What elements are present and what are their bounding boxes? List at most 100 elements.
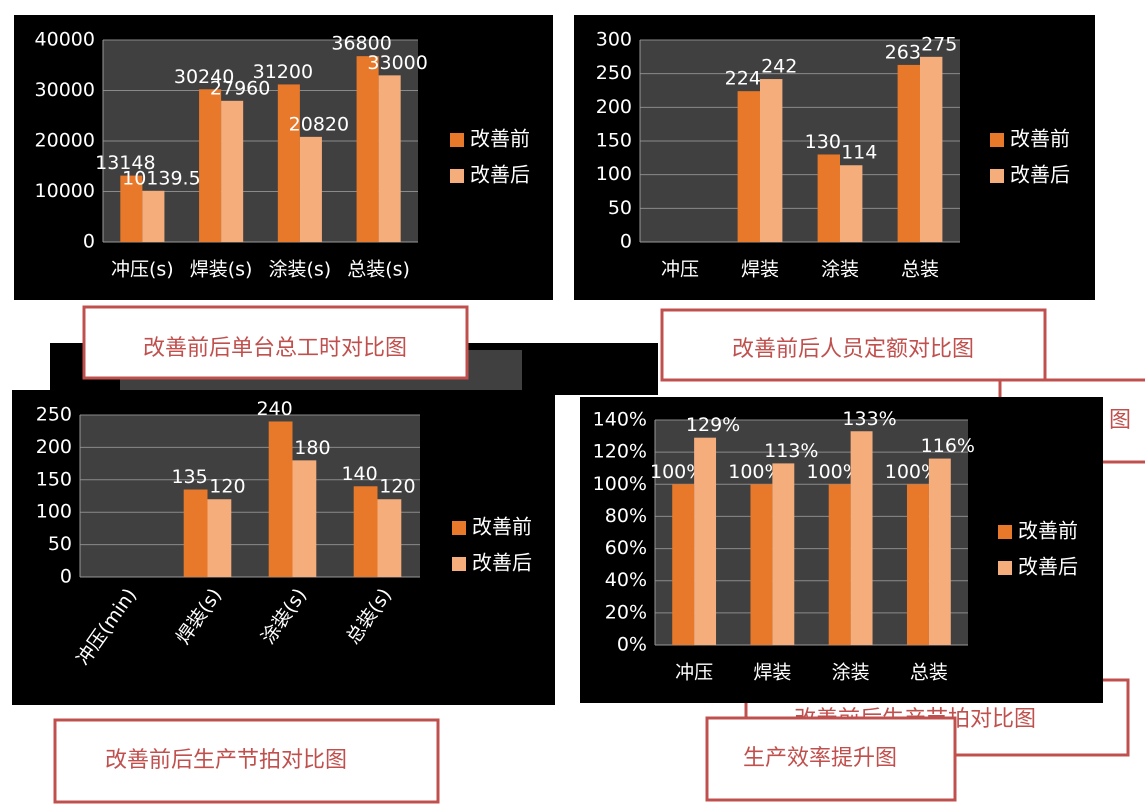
data-label: 130: [805, 131, 841, 153]
data-label: 31200: [253, 61, 313, 83]
bar: [750, 484, 773, 645]
data-label: 100%: [885, 461, 939, 483]
data-label: 27960: [210, 77, 270, 99]
data-label: 263: [885, 41, 921, 63]
y-tick-label: 40000: [35, 29, 95, 51]
caption: 改善前后单台总工时对比图: [143, 336, 407, 361]
bar: [817, 154, 840, 242]
y-tick-label: 100: [36, 501, 72, 523]
data-label: 120: [209, 476, 245, 498]
y-tick-label: 140%: [593, 409, 647, 431]
chart: 0 50 100 150 200 250 300 冲压 焊装 涂装 总装 224 130 263 改善前 24…: [574, 15, 1095, 300]
y-tick-label: 80%: [605, 505, 647, 527]
data-label: 114: [841, 142, 877, 164]
y-tick-label: 150: [596, 130, 632, 152]
y-tick-label: 150: [36, 468, 72, 490]
y-tick-label: 300: [596, 29, 632, 51]
y-tick-label: 40%: [605, 569, 647, 591]
x-tick-label: 冲压(s): [111, 259, 174, 281]
y-tick-label: 0: [83, 231, 95, 253]
y-tick-label: 200: [36, 436, 72, 458]
data-label: 20820: [289, 113, 349, 135]
bar: [268, 421, 293, 577]
y-tick-label: 0: [620, 231, 632, 253]
data-label: 135: [171, 466, 207, 488]
caption-box: [705, 716, 957, 802]
y-tick-label: 60%: [605, 537, 647, 559]
bar: [928, 458, 951, 645]
bar: [353, 486, 378, 577]
y-tick-label: 30000: [35, 79, 95, 101]
y-tick-label: 250: [36, 404, 72, 426]
legend-label: 改善后: [472, 551, 532, 575]
legend-swatch: [452, 521, 466, 535]
bar: [760, 79, 783, 242]
data-label: 224: [725, 68, 761, 90]
caption-box: [82, 305, 469, 380]
bar: [277, 84, 300, 242]
data-label: 30240: [174, 66, 234, 88]
bar: [897, 64, 920, 242]
bar: [221, 100, 244, 242]
data-label: 33000: [367, 52, 427, 74]
legend-swatch: [990, 133, 1004, 147]
bar: [377, 499, 402, 577]
bar: [378, 75, 401, 242]
legend-label: 改善后: [1010, 163, 1070, 187]
data-label: 120: [379, 476, 415, 498]
caption-box: [53, 718, 440, 804]
caption: 生产效率提升图: [743, 746, 897, 771]
bar: [199, 89, 222, 243]
y-tick-label: 50: [608, 197, 632, 219]
data-label: 240: [256, 398, 292, 420]
bar: [850, 431, 873, 645]
data-label: 129%: [686, 414, 740, 436]
legend-label: 改善前: [470, 127, 530, 151]
y-tick-label: 10000: [35, 180, 95, 202]
chart: 0 10000 20000 30000 40000 冲压(s) 焊装(s) 涂装(s) 总装(s…: [14, 15, 553, 300]
legend-label: 改善前: [1018, 519, 1078, 543]
legend-swatch: [450, 169, 464, 183]
x-tick-label: 冲压: [675, 662, 713, 684]
legend-swatch: [450, 133, 464, 147]
legend-label: 改善前: [1010, 127, 1070, 151]
y-tick-label: 20%: [605, 601, 647, 623]
legend-swatch: [998, 525, 1012, 539]
x-tick-label: 总装: [910, 662, 948, 684]
y-tick-label: 120%: [593, 441, 647, 463]
bar: [772, 463, 795, 645]
bar: [299, 136, 322, 242]
bar: [183, 489, 208, 577]
x-tick-label: 涂装(s): [269, 259, 332, 281]
bar: [840, 165, 863, 242]
x-tick-label: 总装(s): [347, 259, 410, 281]
caption: 改善前后生产节拍对比图: [105, 748, 347, 773]
data-label: 140: [341, 463, 377, 485]
bar: [828, 484, 851, 645]
y-tick-label: 200: [596, 96, 632, 118]
y-tick-label: 250: [596, 62, 632, 84]
legend-label: 改善后: [1018, 555, 1078, 579]
bar: [292, 460, 317, 577]
caption: 图: [1109, 408, 1131, 433]
bar: [906, 484, 929, 645]
data-label: 242: [761, 56, 797, 78]
y-tick-label: 100: [596, 163, 632, 185]
bar: [737, 91, 760, 242]
x-tick-label: 涂装: [832, 662, 870, 684]
legend-label: 改善后: [470, 163, 530, 187]
bar: [142, 190, 165, 242]
data-label: 133%: [842, 408, 896, 430]
x-tick-label: 焊装(s): [190, 259, 253, 281]
data-label: 113%: [764, 440, 818, 462]
caption-box: [660, 308, 1047, 382]
x-tick-label: 焊装: [741, 259, 779, 281]
data-label: 275: [921, 33, 957, 55]
bar: [672, 484, 695, 645]
legend-swatch: [452, 557, 466, 571]
data-label: 100%: [807, 461, 861, 483]
